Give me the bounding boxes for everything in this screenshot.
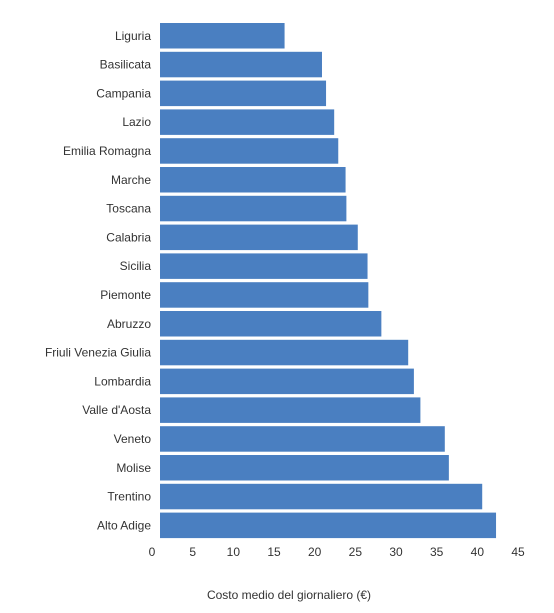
- bar-campania: [160, 80, 327, 107]
- category-label: Emilia Romagna: [63, 144, 151, 158]
- category-label: Alto Adige: [97, 518, 151, 532]
- category-label: Valle d'Aosta: [82, 403, 151, 417]
- category-label: Friuli Venezia Giulia: [45, 346, 151, 360]
- category-label: Abruzzo: [107, 317, 151, 331]
- x-tick-label: 30: [389, 545, 403, 559]
- x-tick-label: 10: [227, 545, 241, 559]
- bar-lazio: [160, 109, 335, 135]
- bar-abruzzo: [160, 311, 382, 337]
- bars-group: [160, 23, 497, 539]
- bar-alto-adige: [160, 512, 497, 539]
- bar-veneto: [160, 426, 445, 452]
- bar-piemonte: [160, 282, 369, 308]
- category-label: Basilicata: [100, 58, 152, 72]
- x-tick-label: 0: [149, 545, 156, 559]
- x-axis-ticks: 0 5 10 15 20 25 30 35 40 45: [149, 545, 525, 559]
- bar-valle-d-aosta: [160, 397, 421, 423]
- bar-friuli-venezia-giulia: [160, 339, 409, 366]
- bar-molise: [160, 455, 449, 481]
- bar-toscana: [160, 195, 347, 222]
- bar-basilicata: [160, 51, 322, 78]
- category-label: Veneto: [114, 432, 152, 446]
- bar-marche: [160, 167, 346, 193]
- bar-liguria: [160, 23, 285, 49]
- bar-emilia-romagna: [160, 138, 339, 164]
- category-label: Toscana: [106, 202, 151, 216]
- x-tick-label: 20: [308, 545, 322, 559]
- category-label: Marche: [111, 173, 151, 187]
- x-tick-label: 35: [430, 545, 444, 559]
- bar-trentino: [160, 483, 483, 510]
- category-labels: Liguria Basilicata Campania Lazio Emilia Rom…: [45, 29, 151, 533]
- bar-sicilia: [160, 253, 368, 279]
- category-label: Liguria: [115, 29, 151, 43]
- bar-calabria: [160, 224, 358, 251]
- category-label: Campania: [96, 86, 151, 100]
- x-tick-label: 15: [267, 545, 281, 559]
- category-label: Trentino: [107, 490, 151, 504]
- category-label: Piemonte: [100, 288, 151, 302]
- category-label: Lombardia: [94, 374, 151, 388]
- category-label: Sicilia: [120, 259, 152, 273]
- x-axis-title: Costo medio del giornaliero (€): [207, 588, 371, 602]
- x-tick-label: 25: [349, 545, 363, 559]
- category-label: Lazio: [122, 115, 151, 129]
- x-tick-label: 40: [471, 545, 485, 559]
- category-label: Molise: [116, 461, 151, 475]
- x-tick-label: 45: [511, 545, 525, 559]
- bar-lombardia: [160, 368, 414, 395]
- x-tick-label: 5: [189, 545, 196, 559]
- category-label: Calabria: [106, 230, 151, 244]
